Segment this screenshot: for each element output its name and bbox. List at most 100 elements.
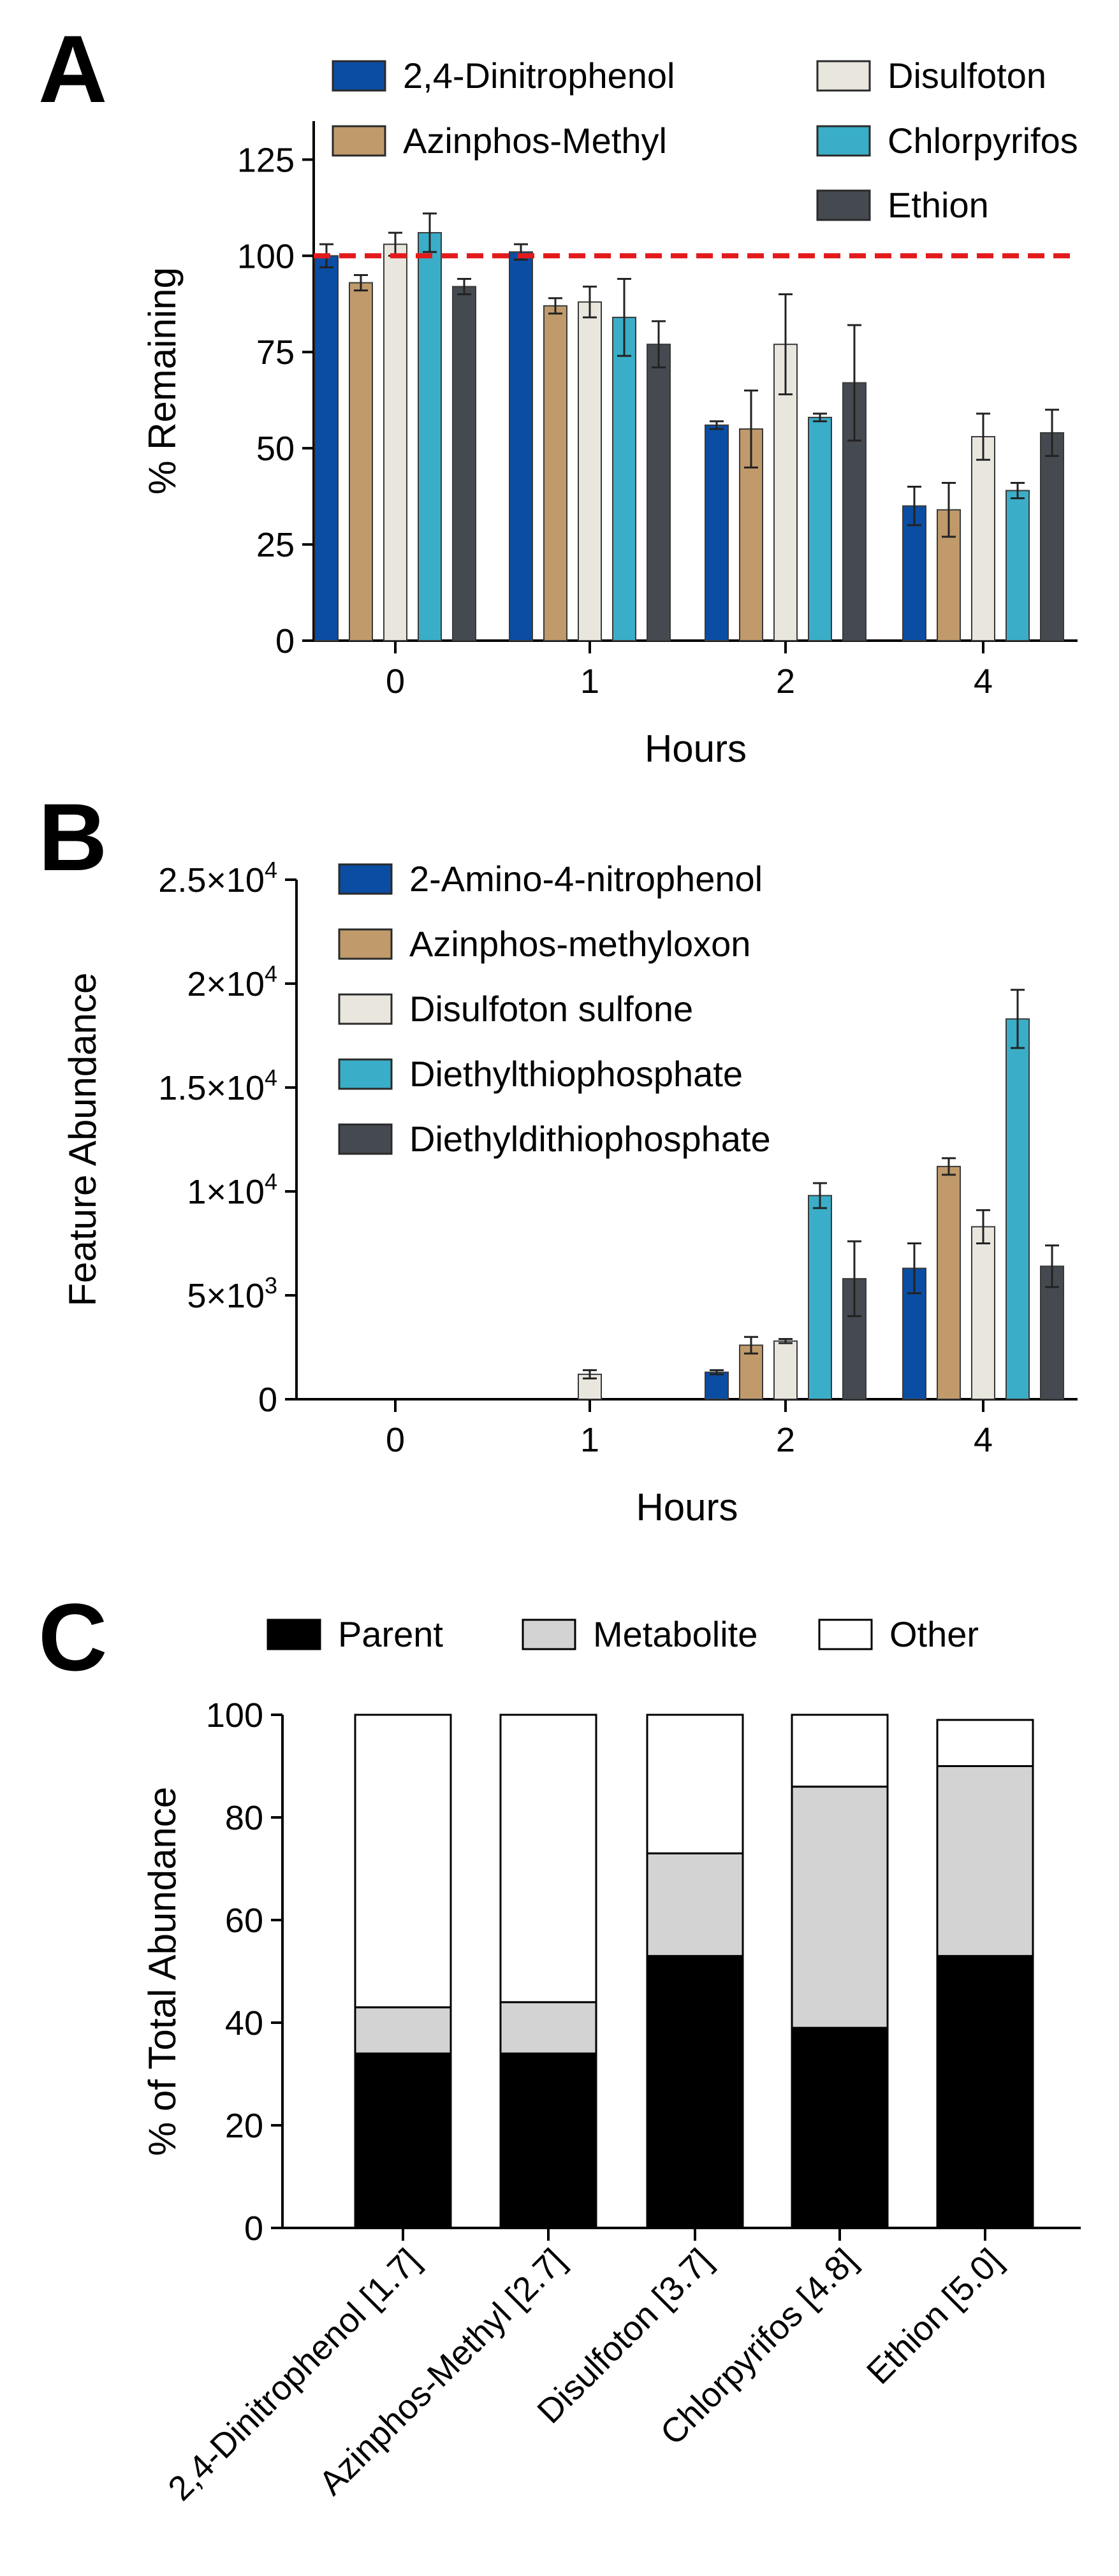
legend-swatch [332, 60, 386, 92]
y-axis-title: % of Total Abundance [141, 1787, 184, 2156]
x-tick-label: 0 [386, 662, 405, 701]
y-tick-label: 75 [256, 333, 295, 372]
stacked-bar-segment [936, 1954, 1034, 2229]
x-tick-label: 4 [974, 1421, 993, 1459]
legend-swatch [818, 1619, 873, 1650]
legend-swatch [338, 993, 393, 1025]
legend-label: Diethyldithiophosphate [409, 1119, 771, 1159]
x-tick-label: 4 [974, 662, 993, 701]
x-tick-label: Ethion [5.0] [859, 2241, 1010, 2392]
bar [647, 344, 671, 641]
x-tick-label: 2 [776, 1421, 795, 1459]
legend-swatch [332, 125, 386, 157]
y-tick-label: 100 [237, 237, 295, 275]
x-axis-title: Hours [645, 727, 747, 770]
bar [808, 1195, 832, 1401]
stacked-bar-segment [499, 1714, 597, 2004]
y-tick-label: 100 [206, 1696, 263, 1735]
legend-label: Chlorpyrifos [888, 120, 1078, 161]
bar [509, 251, 533, 641]
bar [808, 416, 832, 642]
y-tick-label: 1.5×104 [158, 1065, 277, 1107]
y-tick-label-exponent: 4 [265, 961, 277, 987]
bar [902, 505, 926, 641]
x-tick-label: 2 [776, 662, 795, 701]
bar [773, 1340, 798, 1400]
stacked-bar-segment [791, 2027, 889, 2229]
y-tick-label: 25 [256, 526, 295, 564]
stacked-bar-segment [791, 1786, 889, 2029]
legend-swatch [816, 125, 871, 157]
legend-swatch [338, 1123, 393, 1155]
x-tick-label: 0 [386, 1421, 405, 1459]
stacked-bar-segment [354, 1714, 452, 2009]
legend-label: Disulfoton [888, 55, 1046, 96]
panel-letter-c: C [38, 1583, 107, 1691]
stacked-bar-segment [354, 2052, 452, 2229]
y-tick-label: 125 [237, 141, 295, 179]
legend-label: 2,4-Dinitrophenol [403, 55, 675, 96]
y-tick-label: 1×104 [187, 1168, 277, 1211]
y-tick-label: 2.5×104 [158, 857, 277, 899]
x-tick-label: Azinphos-Methyl [2.7] [312, 2241, 573, 2503]
legend-swatch [522, 1619, 576, 1650]
y-tick-label: 5×103 [187, 1272, 277, 1315]
stacked-bar-segment [936, 1765, 1034, 1957]
legend-label: Parent [338, 1614, 443, 1654]
legend-label: Diethylthiophosphate [409, 1054, 743, 1094]
y-tick-label-base: 2×10 [187, 965, 265, 1003]
bar [705, 1371, 729, 1401]
y-tick-label: 2×104 [187, 961, 277, 1003]
bar [578, 301, 602, 642]
bar [418, 232, 442, 641]
bar [452, 286, 476, 641]
x-tick-label: 1 [580, 662, 599, 701]
legend-label: Disulfoton sulfone [409, 989, 693, 1029]
y-tick-label-exponent: 4 [265, 1065, 277, 1091]
bar [612, 316, 636, 641]
stacked-bar-segment [499, 2052, 597, 2229]
y-tick-label-exponent: 4 [265, 1168, 277, 1195]
x-axis-title: Hours [636, 1486, 738, 1529]
legend-swatch [338, 1058, 393, 1090]
bar [705, 424, 729, 641]
y-tick-label: 0 [244, 2209, 263, 2248]
bar [937, 1165, 961, 1400]
legend-swatch [338, 928, 393, 960]
legend-swatch [816, 189, 871, 221]
bar [1006, 1018, 1030, 1401]
y-tick-label-base: 0 [258, 1381, 277, 1419]
bar [349, 282, 373, 641]
legend-swatch [267, 1619, 321, 1650]
y-axis-title: Feature Abundance [61, 973, 104, 1307]
legend-label: Ethion [888, 185, 989, 225]
legend-label: Azinphos-methyloxon [409, 924, 750, 964]
legend-label: Azinphos-Methyl [403, 120, 667, 161]
bar [543, 305, 567, 641]
bar [1040, 432, 1064, 641]
y-tick-label: 20 [225, 2107, 263, 2145]
y-tick-label-exponent: 4 [265, 857, 277, 883]
panel-letter-a: A [38, 15, 107, 122]
y-tick-label: 60 [225, 1902, 263, 1940]
stacked-bar-segment [791, 1714, 889, 1788]
y-axis-title: % Remaining [141, 267, 184, 495]
y-tick-label-base: 1×10 [187, 1173, 265, 1211]
stacked-bar-segment [354, 2006, 452, 2055]
bar [971, 1226, 995, 1401]
legend-swatch [816, 60, 871, 92]
y-tick-label-base: 2.5×10 [158, 861, 265, 899]
panel-letter-b: B [38, 783, 107, 891]
y-tick-label-base: 5×10 [187, 1277, 265, 1315]
panel-c: C 0 20 40 60 80 100 2,4-Dinitrophenol [1.7]Azi… [38, 1583, 1081, 2508]
stacked-bar-segment [499, 2001, 597, 2055]
panel-a: A 0 25 50 75 100 125 0 1 2 4 Hours % Remaining 2,4-D… [38, 15, 1078, 770]
y-tick-label-exponent: 3 [265, 1272, 277, 1299]
bar [971, 436, 995, 641]
legend-label: Metabolite [593, 1614, 757, 1654]
x-tick-label: 1 [580, 1421, 599, 1459]
bar [314, 255, 339, 641]
y-tick-label: 40 [225, 2004, 263, 2042]
y-tick-label: 50 [256, 430, 295, 468]
